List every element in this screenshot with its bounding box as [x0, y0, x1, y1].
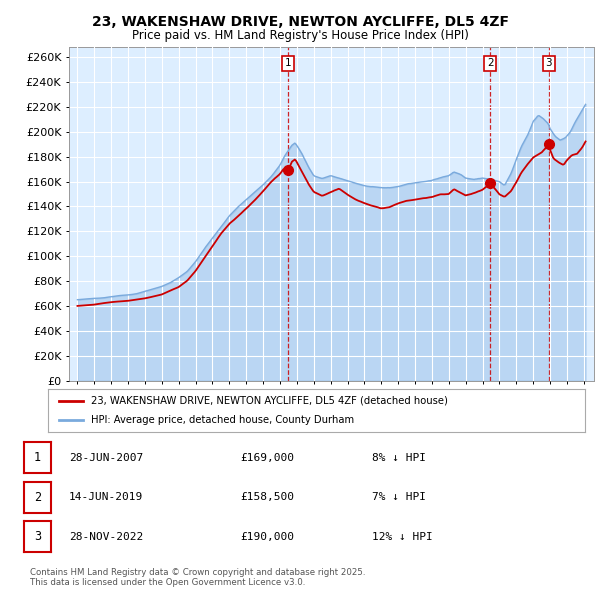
Text: Contains HM Land Registry data © Crown copyright and database right 2025.: Contains HM Land Registry data © Crown c…	[30, 568, 365, 577]
Text: 23, WAKENSHAW DRIVE, NEWTON AYCLIFFE, DL5 4ZF: 23, WAKENSHAW DRIVE, NEWTON AYCLIFFE, DL…	[91, 15, 509, 30]
Text: Price paid vs. HM Land Registry's House Price Index (HPI): Price paid vs. HM Land Registry's House …	[131, 29, 469, 42]
Text: 23, WAKENSHAW DRIVE, NEWTON AYCLIFFE, DL5 4ZF (detached house): 23, WAKENSHAW DRIVE, NEWTON AYCLIFFE, DL…	[91, 396, 448, 406]
Text: 14-JUN-2019: 14-JUN-2019	[69, 492, 143, 502]
Text: 28-JUN-2007: 28-JUN-2007	[69, 453, 143, 463]
Text: HPI: Average price, detached house, County Durham: HPI: Average price, detached house, Coun…	[91, 415, 354, 425]
Text: 7% ↓ HPI: 7% ↓ HPI	[372, 492, 426, 502]
Text: 1: 1	[34, 451, 41, 464]
Text: £169,000: £169,000	[240, 453, 294, 463]
Text: 28-NOV-2022: 28-NOV-2022	[69, 532, 143, 542]
Text: This data is licensed under the Open Government Licence v3.0.: This data is licensed under the Open Gov…	[30, 578, 305, 588]
Text: £158,500: £158,500	[240, 492, 294, 502]
Text: 12% ↓ HPI: 12% ↓ HPI	[372, 532, 433, 542]
Text: 2: 2	[487, 58, 493, 68]
Text: 3: 3	[545, 58, 552, 68]
Text: 3: 3	[34, 530, 41, 543]
Text: 8% ↓ HPI: 8% ↓ HPI	[372, 453, 426, 463]
Text: 2: 2	[34, 491, 41, 504]
Text: 1: 1	[285, 58, 292, 68]
Text: £190,000: £190,000	[240, 532, 294, 542]
